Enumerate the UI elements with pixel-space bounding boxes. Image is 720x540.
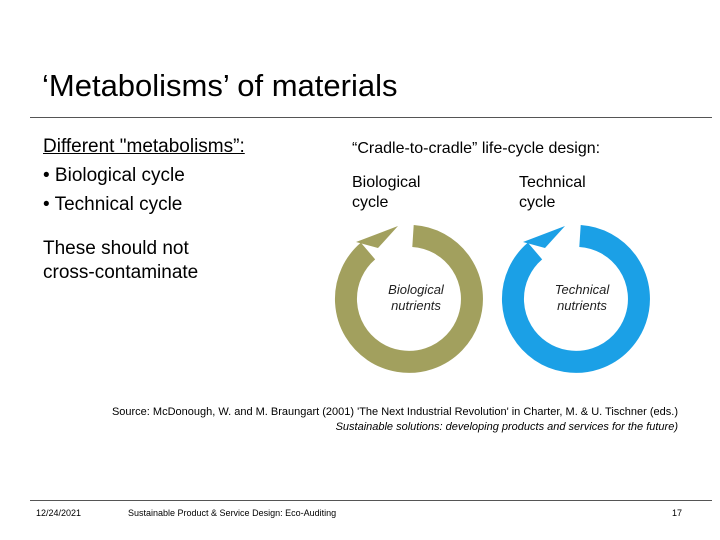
technical-nutrients-label: Technical nutrients xyxy=(527,282,637,314)
biological-cycle-ring xyxy=(334,225,483,373)
bullet-technical: • Technical cycle xyxy=(43,194,183,215)
biological-nutrients-line-1: Biological xyxy=(388,282,444,297)
technical-cycle-label-line-1: Technical xyxy=(519,174,586,191)
technical-nutrients-line-1: Technical xyxy=(554,282,610,297)
technical-nutrients-line-2: nutrients xyxy=(557,298,607,313)
title-divider xyxy=(30,117,712,118)
source-line-2: Sustainable solutions: developing produc… xyxy=(335,421,678,433)
metabolisms-heading: Different "metabolisms”: xyxy=(43,136,245,157)
biological-cycle-arrowhead xyxy=(356,226,398,248)
biological-cycle-label-line-2: cycle xyxy=(352,194,389,211)
technical-cycle-label-line-2: cycle xyxy=(519,194,556,211)
diagram-title: “Cradle-to-cradle” life-cycle design: xyxy=(352,140,601,157)
technical-cycle-label: Technical cycle xyxy=(519,173,586,213)
footer-divider xyxy=(30,500,712,501)
footer-date: 12/24/2021 xyxy=(36,508,82,518)
left-text-block: Different "metabolisms”: • Biological cy… xyxy=(43,132,245,285)
slide-title: ‘Metabolisms’ of materials xyxy=(42,68,398,103)
contamination-note: These should not cross-contaminate xyxy=(43,237,245,285)
note-line-2: cross-contaminate xyxy=(43,262,199,283)
page-number: 17 xyxy=(672,508,683,518)
biological-nutrients-label: Biological nutrients xyxy=(361,282,471,314)
biological-cycle-label-line-1: Biological xyxy=(352,174,421,191)
technical-cycle-ring xyxy=(501,225,650,373)
source-line-1: Source: McDonough, W. and M. Braungart (… xyxy=(111,406,678,418)
technical-cycle-arrowhead xyxy=(523,226,565,248)
biological-nutrients-line-2: nutrients xyxy=(391,298,441,313)
footer-course-title: Sustainable Product & Service Design: Ec… xyxy=(128,508,337,518)
biological-cycle-label: Biological cycle xyxy=(352,173,420,213)
source-citation: Source: McDonough, W. and M. Braungart (… xyxy=(40,405,678,435)
note-line-1: These should not xyxy=(43,238,189,259)
bullet-biological: • Biological cycle xyxy=(43,165,185,186)
